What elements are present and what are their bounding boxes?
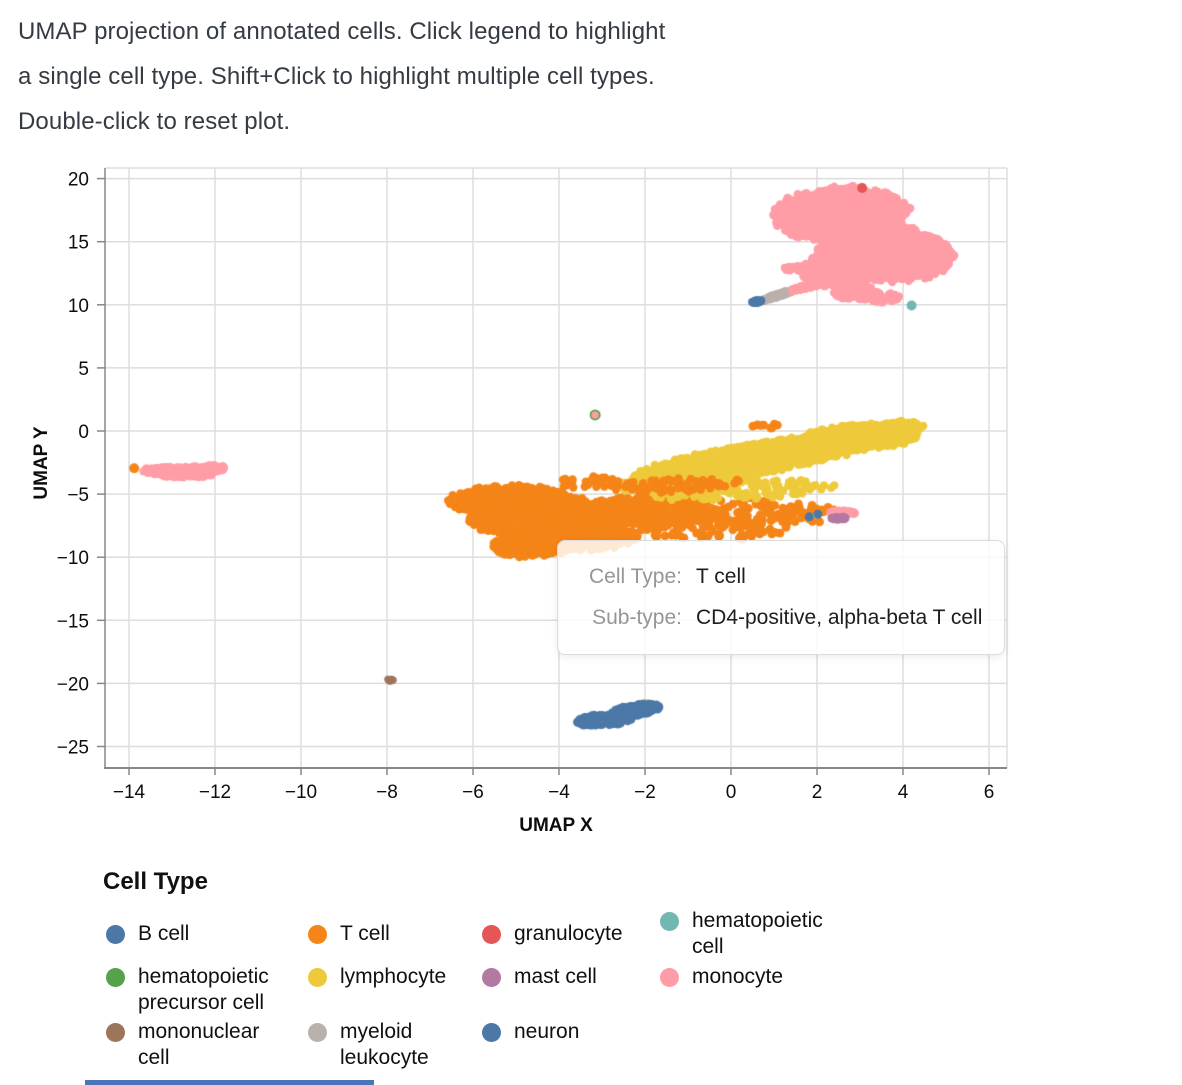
legend-label: B cell [138, 922, 190, 945]
legend-label: mast cell [514, 965, 597, 988]
legend-item-myeloid-leukocyte[interactable]: myeloid leukocyte [308, 1019, 429, 1071]
legend-label: mononuclear cell [138, 1020, 260, 1069]
legend-item-b-cell[interactable]: B cell [106, 921, 189, 947]
legend-label: hematopoietic cell [692, 909, 823, 958]
legend-swatch-icon[interactable] [660, 911, 679, 931]
legend-item-lymphocyte[interactable]: lymphocyte [308, 964, 446, 990]
legend-label: monocyte [692, 965, 784, 988]
umap-scatter-canvas[interactable] [0, 0, 1182, 850]
legend-item-mast-cell[interactable]: mast cell [482, 964, 597, 990]
legend-item-hematopoietic-cell[interactable]: hematopoietic cell [660, 908, 823, 960]
legend-item-monocyte[interactable]: monocyte [660, 964, 783, 990]
tooltip-row-cell-type: Cell Type: T cell [574, 565, 986, 589]
legend-item-neuron[interactable]: neuron [482, 1019, 579, 1045]
legend-swatch-icon[interactable] [308, 924, 327, 944]
tooltip-row-sub-type: Sub-type: CD4-positive, alpha-beta T cel… [574, 606, 986, 630]
legend-label: granulocyte [514, 922, 623, 945]
legend-swatch-icon[interactable] [106, 1022, 125, 1042]
legend-label: lymphocyte [340, 965, 447, 988]
tooltip-value: T cell [696, 565, 746, 588]
legend-item-mononuclear-cell[interactable]: mononuclear cell [106, 1019, 259, 1071]
legend-item-t-cell[interactable]: T cell [308, 921, 390, 947]
legend-title: Cell Type [103, 868, 208, 895]
legend-item-hematopoietic-precursor-cell[interactable]: hematopoietic precursor cell [106, 964, 269, 1016]
legend-label: hematopoietic precursor cell [138, 965, 269, 1014]
legend-label: T cell [340, 922, 390, 945]
legend-item-granulocyte[interactable]: granulocyte [482, 921, 623, 947]
clipped-bottom-element [85, 1080, 374, 1085]
tooltip-label: Cell Type: [589, 565, 682, 588]
legend-swatch-icon[interactable] [308, 967, 327, 987]
legend-swatch-icon[interactable] [660, 967, 679, 987]
legend-swatch-icon[interactable] [482, 1022, 501, 1042]
legend-swatch-icon[interactable] [106, 967, 125, 987]
legend-swatch-icon[interactable] [482, 967, 501, 987]
legend-swatch-icon[interactable] [106, 924, 125, 944]
tooltip-value: CD4-positive, alpha-beta T cell [696, 606, 983, 629]
legend-label: myeloid leukocyte [340, 1020, 429, 1069]
tooltip: Cell Type: T cell Sub-type: CD4-positive… [557, 540, 1005, 655]
tooltip-label: Sub-type: [592, 606, 682, 629]
legend-swatch-icon[interactable] [482, 924, 501, 944]
legend-label: neuron [514, 1020, 580, 1043]
legend-swatch-icon[interactable] [308, 1022, 327, 1042]
